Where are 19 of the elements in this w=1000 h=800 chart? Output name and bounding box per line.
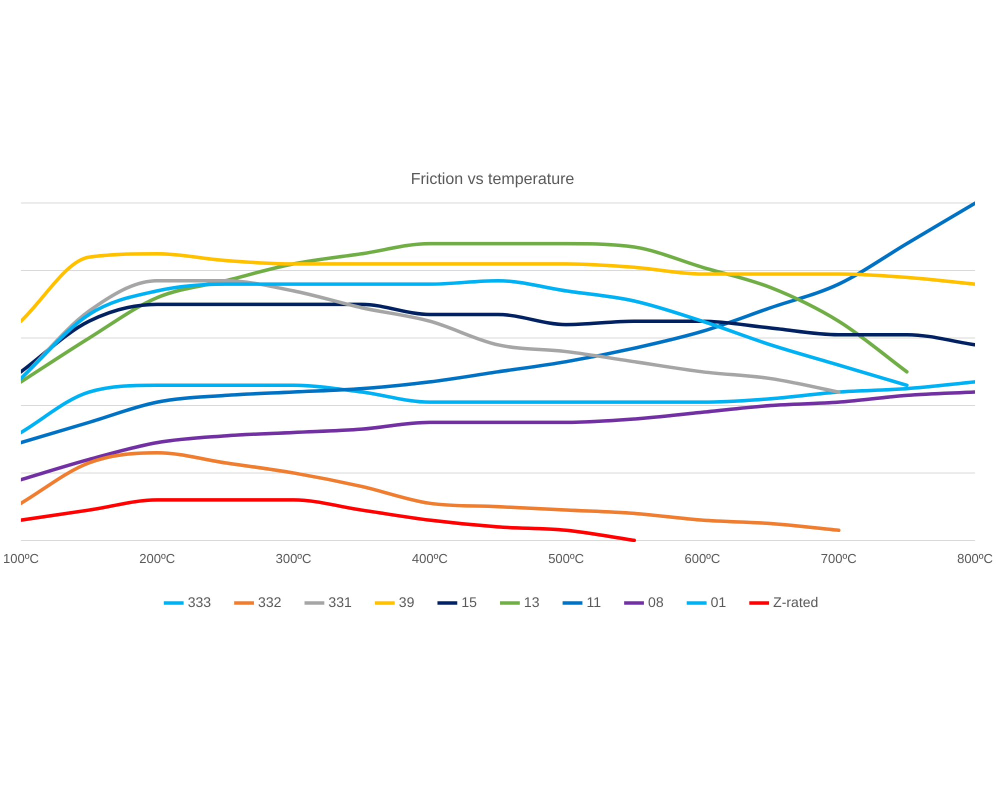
chart-title: Friction vs temperature — [410, 171, 574, 188]
x-tick-label: 800ºC — [957, 550, 993, 566]
legend-label: 11 — [586, 594, 602, 610]
legend-label: 15 — [461, 594, 478, 610]
legend-label: 13 — [524, 594, 540, 610]
legend-label: 08 — [648, 594, 664, 610]
x-tick-label: 200ºC — [139, 550, 176, 566]
legend-label: 331 — [328, 594, 352, 610]
x-tick-label: 300ºC — [276, 550, 312, 566]
legend-label: 39 — [398, 594, 415, 610]
legend-label: 01 — [710, 594, 726, 610]
x-tick-label: 600ºC — [684, 550, 720, 566]
legend-label: Z-rated — [773, 594, 818, 610]
x-tick-label: 400ºC — [412, 550, 448, 566]
x-tick-label: 100ºC — [3, 550, 39, 566]
legend-label: 333 — [188, 594, 212, 610]
legend-label: 332 — [258, 594, 282, 610]
x-tick-label: 500ºC — [548, 550, 584, 566]
x-tick-label: 700ºC — [820, 550, 857, 566]
